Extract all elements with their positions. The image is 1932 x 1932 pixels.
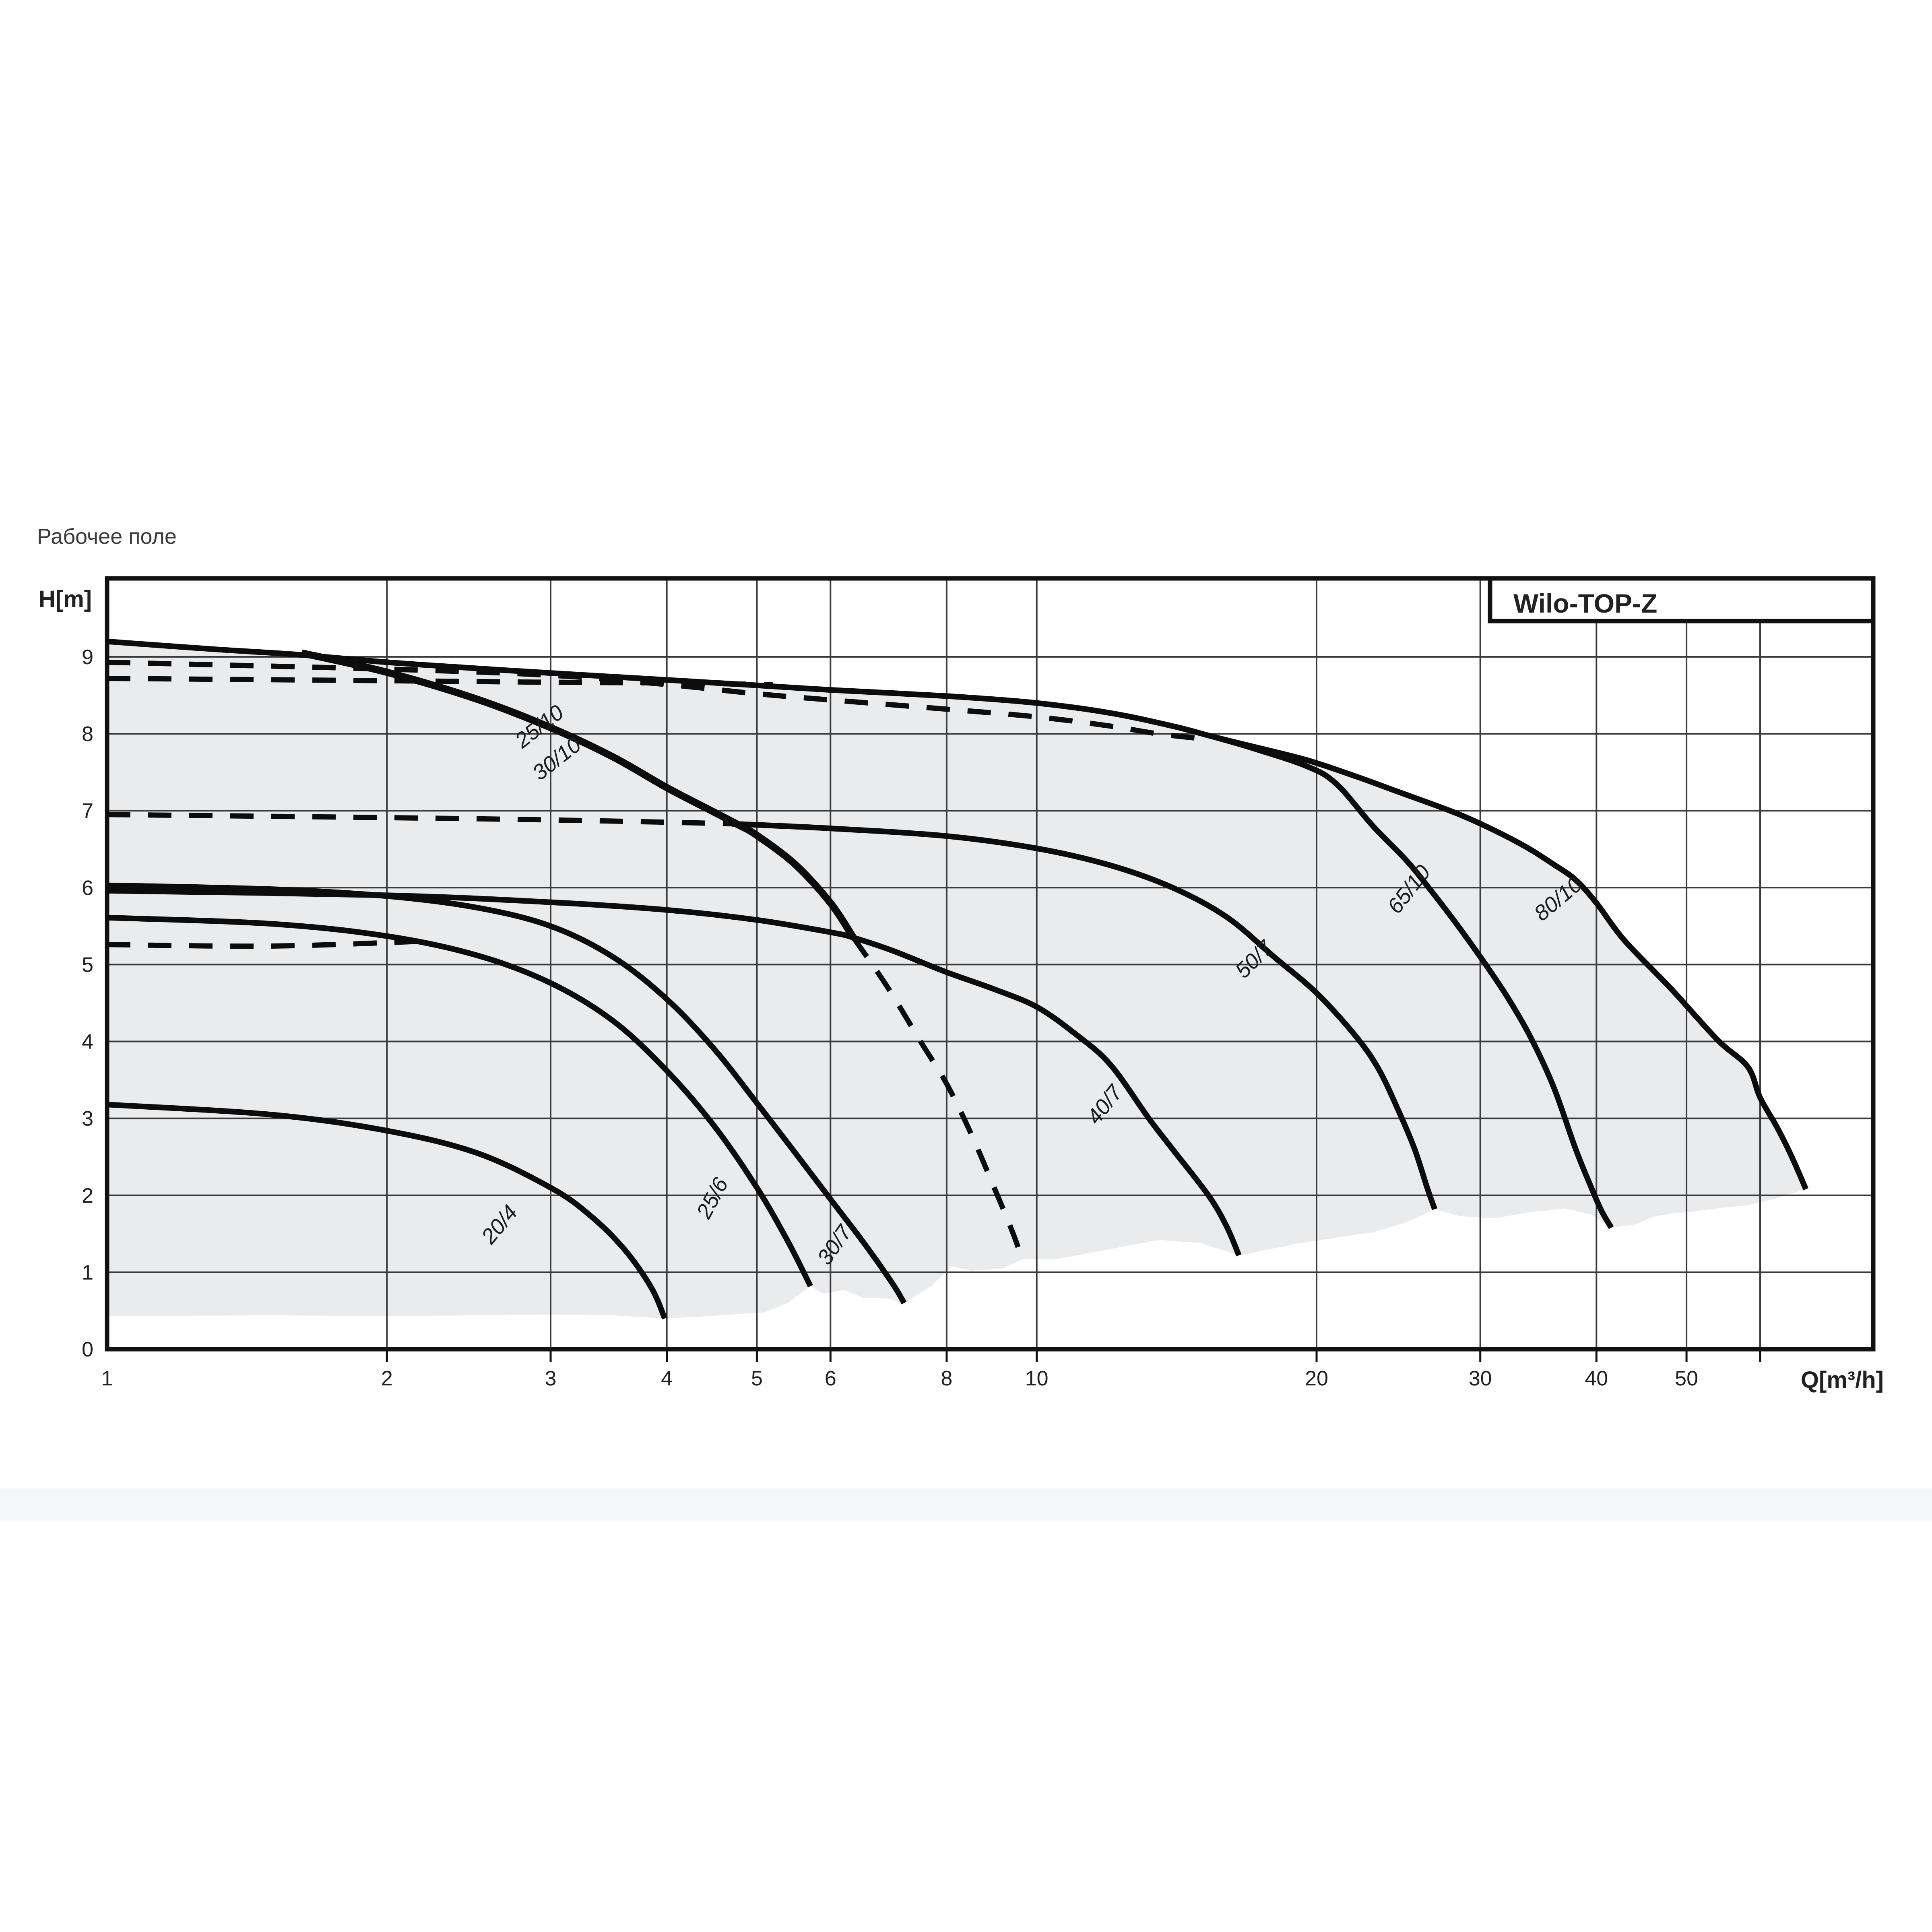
page-title: Рабочее поле xyxy=(37,524,177,549)
curve-dashed-top-upper xyxy=(107,659,1206,742)
curve-65/10 xyxy=(1213,734,1614,1229)
plot-border xyxy=(105,576,1876,1352)
curve-50/7-low-flow xyxy=(107,812,732,827)
background-band xyxy=(0,1488,1932,1521)
x-tick-label-40: 40 xyxy=(1585,1367,1608,1390)
y-tick-label-8: 8 xyxy=(82,722,93,746)
x-tick-label-30: 30 xyxy=(1469,1367,1492,1390)
curve-25/10-30/10-dashed-tail xyxy=(851,936,1025,1260)
pump-curves xyxy=(107,638,1809,1320)
y-tick-label-9: 9 xyxy=(82,646,93,669)
x-axis-label: Q[m³/h] xyxy=(1801,1367,1884,1393)
curve-20/4 xyxy=(107,1102,667,1320)
curve-dashed-top-lower xyxy=(107,676,773,687)
y-tick-label-3: 3 xyxy=(82,1107,93,1131)
y-tick-label-5: 5 xyxy=(82,953,93,976)
x-tick-label-10: 10 xyxy=(1025,1367,1049,1390)
y-tick-label-4: 4 xyxy=(82,1030,93,1054)
x-tick-label-6: 6 xyxy=(825,1367,836,1390)
curve-50/7 xyxy=(731,821,1438,1210)
brand-label: Wilo-TOP-Z xyxy=(1513,588,1657,618)
x-tick-label-5: 5 xyxy=(751,1367,763,1390)
x-tick-label-8: 8 xyxy=(941,1367,952,1390)
working-field-region xyxy=(107,641,1806,1319)
axis-ticks xyxy=(386,1349,1761,1362)
curve-25/10-30/10 xyxy=(301,649,857,940)
x-tick-label-3: 3 xyxy=(545,1367,557,1390)
y-tick-label-1: 1 xyxy=(82,1261,93,1284)
x-tick-label-50: 50 xyxy=(1675,1367,1698,1390)
brand-box xyxy=(1488,576,1876,623)
curve-40/7 xyxy=(107,888,1242,1257)
y-tick-label-6: 6 xyxy=(82,876,93,900)
curve-25/6 xyxy=(107,914,813,1288)
y-tick-label-2: 2 xyxy=(82,1184,93,1208)
y-tick-label-7: 7 xyxy=(82,799,93,823)
y-tick-label-0: 0 xyxy=(82,1338,93,1361)
x-tick-label-1: 1 xyxy=(101,1367,113,1390)
working-field-polygon xyxy=(107,641,1806,1319)
x-tick-label-4: 4 xyxy=(661,1367,673,1390)
curve-30/7 xyxy=(107,882,907,1305)
y-axis-label: H[m] xyxy=(39,586,92,612)
x-tick-label-2: 2 xyxy=(381,1367,393,1390)
x-tick-label-20: 20 xyxy=(1305,1367,1328,1390)
